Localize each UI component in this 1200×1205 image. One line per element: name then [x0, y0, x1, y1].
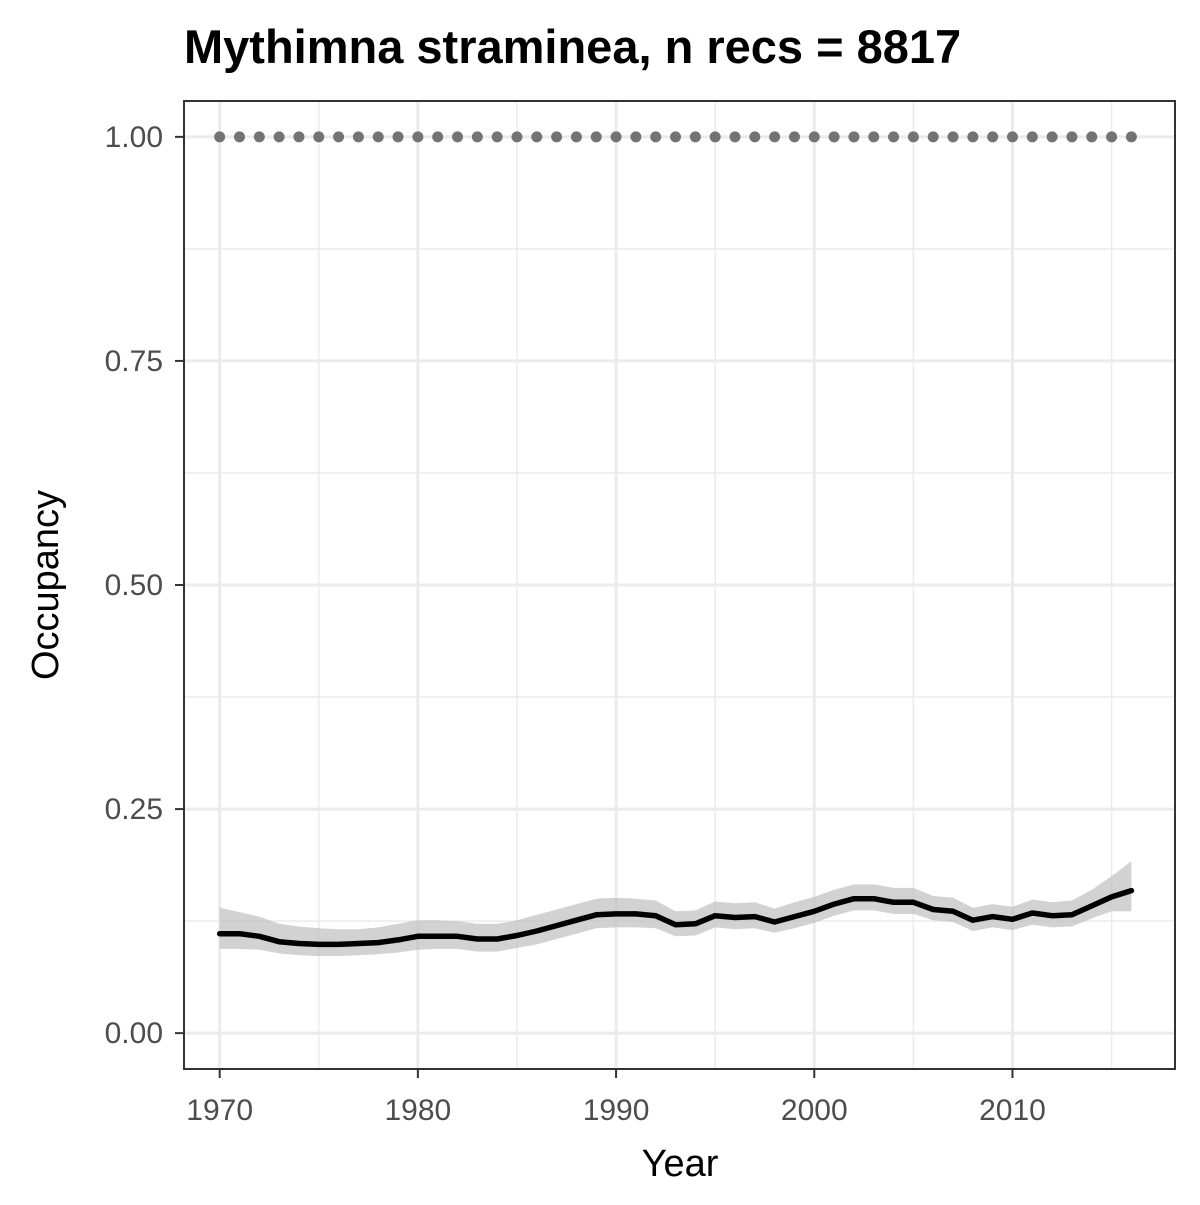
occupancy-dot [333, 131, 345, 143]
occupancy-dot [551, 131, 563, 143]
occupancy-dot [650, 131, 662, 143]
y-tick-label: 0.50 [105, 569, 163, 602]
occupancy-dot [927, 131, 939, 143]
occupancy-dot [352, 131, 364, 143]
x-tick-label: 1970 [186, 1094, 253, 1127]
occupancy-dot [590, 131, 602, 143]
occupancy-dot [531, 131, 543, 143]
occupancy-dot [214, 131, 226, 143]
occupancy-dot [1125, 131, 1137, 143]
occupancy-dot [471, 131, 483, 143]
occupancy-dot [709, 131, 721, 143]
occupancy-trend-line [216, 887, 1135, 948]
occupancy-dot [273, 131, 285, 143]
occupancy-dot [233, 131, 245, 143]
occupancy-dot [372, 131, 384, 143]
occupancy-dot [432, 131, 444, 143]
chart-title: Mythimna straminea, n recs = 8817 [184, 20, 961, 73]
occupancy-dot [670, 131, 682, 143]
occupancy-dot [749, 131, 761, 143]
occupancy-dot [947, 131, 959, 143]
occupancy-dot [1046, 131, 1058, 143]
occupancy-dot [689, 131, 701, 143]
occupancy-dot [293, 131, 305, 143]
dots-layer [214, 131, 1137, 143]
confidence-ribbon-layer [219, 861, 1132, 957]
occupancy-dot [511, 131, 523, 143]
x-tick-label: 1980 [385, 1094, 452, 1127]
x-axis: 1970 1980 1990 2000 2010 [186, 1069, 1046, 1127]
y-axis-title: Occupancy [25, 490, 67, 680]
trend-line-layer [216, 887, 1135, 948]
x-axis-title: Year [642, 1143, 719, 1185]
x-tick-label: 1990 [583, 1094, 650, 1127]
x-tick-label: 2010 [979, 1094, 1046, 1127]
occupancy-dot [630, 131, 642, 143]
occupancy-dot [868, 131, 880, 143]
occupancy-dot [888, 131, 900, 143]
occupancy-dot [491, 131, 503, 143]
occupancy-dot [570, 131, 582, 143]
occupancy-dot [313, 131, 325, 143]
occupancy-dot [848, 131, 860, 143]
occupancy-dot [1066, 131, 1078, 143]
occupancy-dot [788, 131, 800, 143]
occupancy-dot [828, 131, 840, 143]
x-tick-label: 2000 [781, 1094, 848, 1127]
occupancy-dot [610, 131, 622, 143]
occupancy-dot [253, 131, 265, 143]
occupancy-dot [1026, 131, 1038, 143]
occupancy-dot [1106, 131, 1118, 143]
occupancy-dot [1086, 131, 1098, 143]
occupancy-dot [967, 131, 979, 143]
occupancy-dot [987, 131, 999, 143]
y-tick-label: 0.75 [105, 345, 163, 378]
occupancy-dot [452, 131, 464, 143]
occupancy-dot [808, 131, 820, 143]
occupancy-dot [769, 131, 781, 143]
y-axis: 0.00 0.25 0.50 0.75 1.00 [105, 121, 184, 1050]
confidence-ribbon [219, 861, 1132, 957]
occupancy-dot [1006, 131, 1018, 143]
y-tick-label: 0.00 [105, 1017, 163, 1050]
occupancy-dot [729, 131, 741, 143]
occupancy-dot [392, 131, 404, 143]
y-tick-label: 0.25 [105, 793, 163, 826]
occupancy-dot [412, 131, 424, 143]
y-tick-label: 1.00 [105, 121, 163, 154]
occupancy-dot [907, 131, 919, 143]
